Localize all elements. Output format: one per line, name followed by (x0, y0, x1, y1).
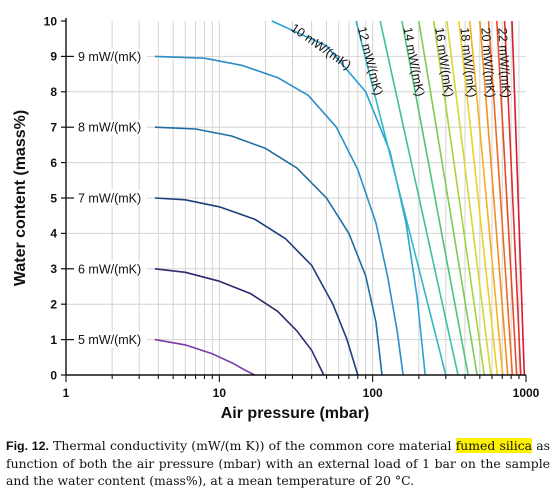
contour-label-box (67, 119, 147, 136)
contour-line-12 (355, 20, 447, 376)
caption-label: Fig. 12. (6, 439, 49, 453)
x-tick-label: 10 (213, 386, 227, 400)
contour-line-6 (154, 268, 325, 376)
y-tick-label: 10 (44, 14, 58, 28)
contour-line-16 (432, 20, 486, 376)
y-tick-label: 0 (50, 368, 57, 382)
contour-line-8 (154, 126, 383, 376)
contour-lines (154, 20, 526, 376)
contour-label-20: 20 mW/(mK) (478, 27, 497, 98)
x-axis-title: Air pressure (mbar) (221, 405, 370, 422)
figure-caption: Fig. 12. Thermal conductivity (mW/(m K))… (6, 437, 550, 489)
contour-line-15 (418, 20, 478, 376)
caption-highlight: fumed silica (455, 438, 533, 453)
y-axis-title: Water content (mass%) (12, 110, 29, 286)
contour-line-23 (503, 20, 522, 376)
contour-label-22: 22 mW/(mK) (495, 27, 513, 98)
contour-label-9: 9 mW/(mK) (78, 50, 141, 64)
contour-label-12: 12 mW/(mK) (355, 25, 386, 96)
y-tick-label: 7 (50, 121, 57, 135)
caption-text-before: Thermal conductivity (mW/(m K)) of the c… (48, 438, 456, 453)
contour-line-17 (446, 20, 492, 376)
contour-label-14: 14 mW/(mK) (400, 26, 427, 98)
contour-label-box (67, 190, 147, 206)
contour-label-5: 5 mW/(mK) (78, 333, 141, 347)
y-tick-label: 3 (50, 262, 57, 276)
contour-label-10: 10 mW/(mK) (288, 21, 353, 73)
contour-line-13 (379, 20, 459, 376)
y-tick-label: 8 (50, 85, 57, 99)
caption-text-after: as function of both the air pressure (mb… (6, 438, 550, 488)
contour-label-box (67, 331, 147, 348)
y-tick-label: 6 (50, 156, 57, 170)
contour-chart: 5 mW/(mK) 6 mW/(mK) 7 mW/(mK) 8 mW/(mK) 9 mW… (12, 14, 540, 422)
y-tick-label: 2 (50, 298, 57, 312)
y-tick-label: 4 (50, 227, 57, 241)
contour-label-box (67, 48, 147, 65)
contour-line-19 (469, 20, 504, 376)
contour-line-14 (401, 20, 469, 376)
x-tick-label: 1000 (513, 386, 540, 400)
contour-line-5 (154, 338, 256, 376)
x-tick-label: 100 (363, 386, 383, 400)
contour-line-18 (458, 20, 499, 376)
contour-line-20 (479, 20, 509, 376)
x-tick-label: 1 (63, 386, 70, 400)
contour-label-18: 18 mW/(mK) (457, 27, 478, 98)
contour-line-7 (154, 197, 359, 376)
contour-label-6: 6 mW/(mK) (78, 262, 141, 276)
y-tick-label: 5 (50, 191, 57, 205)
contour-label-box (67, 260, 147, 277)
y-tick-label: 9 (50, 50, 57, 64)
y-tick-label: 1 (50, 333, 57, 347)
contour-label-7: 7 mW/(mK) (78, 192, 141, 206)
contour-line-24 (511, 20, 526, 376)
contour-line-21 (487, 20, 514, 376)
contour-line-22 (496, 20, 518, 376)
contour-line-9 (154, 55, 404, 376)
contour-label-8: 8 mW/(mK) (78, 121, 141, 135)
